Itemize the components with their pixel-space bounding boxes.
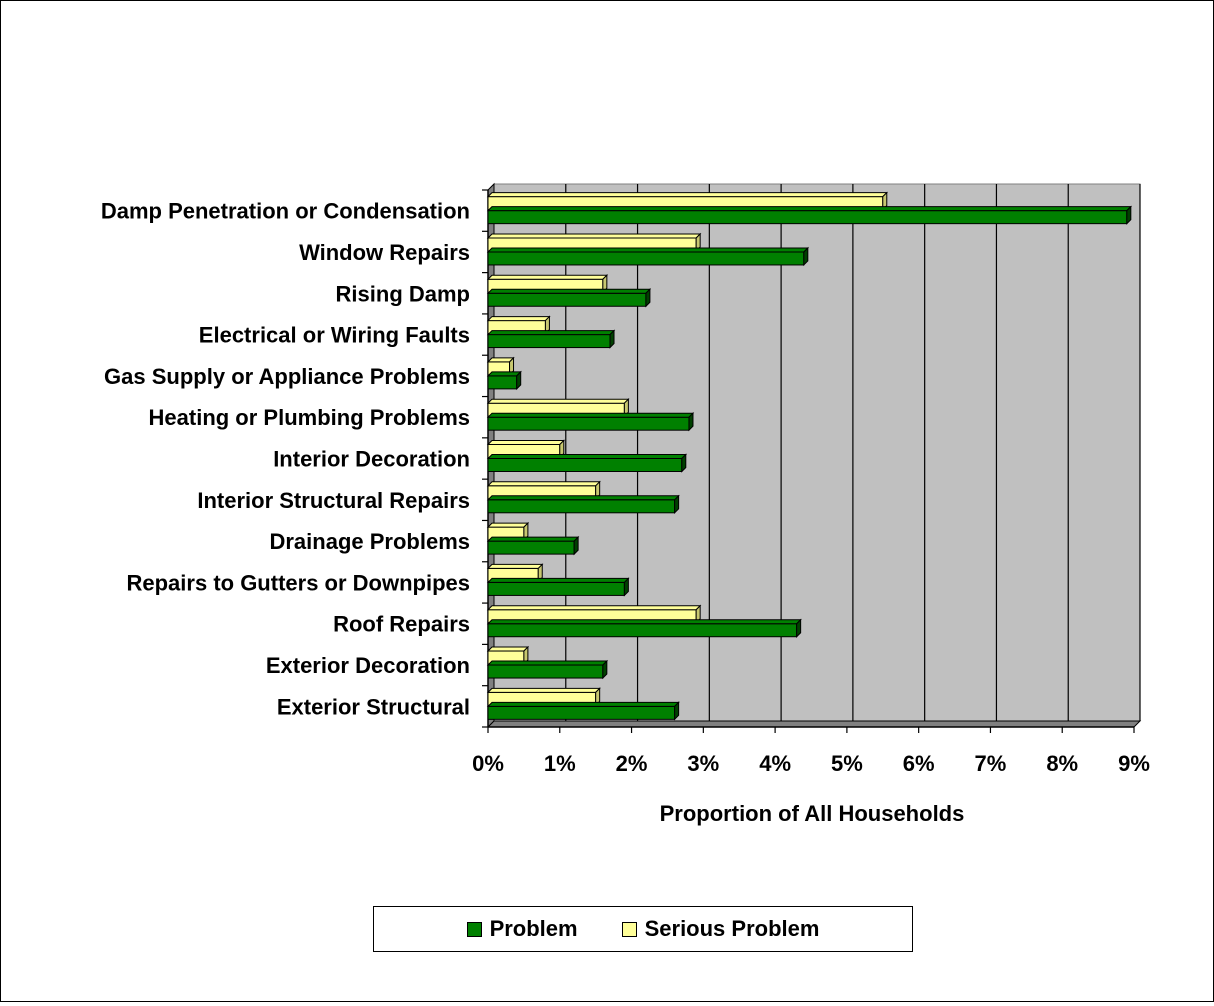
x-tick-label: 4% xyxy=(759,751,791,776)
category-label: Exterior Decoration xyxy=(266,653,470,678)
x-tick-label: 0% xyxy=(472,751,504,776)
bar-problem xyxy=(486,329,616,349)
x-tick-label: 9% xyxy=(1118,751,1150,776)
bar-problem xyxy=(486,288,652,308)
bar-problem xyxy=(486,453,688,473)
x-tick-label: 7% xyxy=(975,751,1007,776)
legend-item-problem: Problem xyxy=(466,916,578,942)
category-label: Interior Decoration xyxy=(273,447,470,472)
category-label: Window Repairs xyxy=(299,240,470,265)
x-axis-title: Proportion of All Households xyxy=(660,801,965,826)
bar-problem xyxy=(486,659,609,680)
x-tick-label: 6% xyxy=(903,751,935,776)
legend-item-serious-problem: Serious Problem xyxy=(621,916,820,942)
bar-problem xyxy=(486,411,695,432)
category-label: Repairs to Gutters or Downpipes xyxy=(127,570,471,595)
plot-floor xyxy=(486,720,1142,728)
category-label: Interior Structural Repairs xyxy=(197,488,470,513)
category-label: Rising Damp xyxy=(336,281,470,306)
bar-problem xyxy=(486,535,580,556)
category-label: Damp Penetration or Condensation xyxy=(101,199,470,224)
legend-swatch-serious-problem xyxy=(621,921,637,937)
x-tick-label: 8% xyxy=(1046,751,1078,776)
bar-problem xyxy=(486,205,1133,225)
category-label: Electrical or Wiring Faults xyxy=(199,323,470,348)
bar-problem xyxy=(486,577,630,597)
bar-problem xyxy=(486,618,802,638)
category-label: Drainage Problems xyxy=(269,529,470,554)
legend-label-problem: Problem xyxy=(489,916,578,941)
x-tick-label: 2% xyxy=(616,751,648,776)
bar-problem xyxy=(486,494,680,515)
chart-legend: Problem Serious Problem xyxy=(373,906,913,952)
bar-problem xyxy=(486,701,680,721)
category-label: Gas Supply or Appliance Problems xyxy=(104,364,470,389)
x-tick-label: 3% xyxy=(687,751,719,776)
bar-problem xyxy=(486,370,522,391)
x-tick-label: 5% xyxy=(831,751,863,776)
category-label: Exterior Structural xyxy=(277,694,470,719)
x-tick-label: 1% xyxy=(544,751,576,776)
legend-label-serious-problem: Serious Problem xyxy=(644,916,820,941)
category-label: Heating or Plumbing Problems xyxy=(149,405,470,430)
bar-problem xyxy=(486,246,810,267)
category-label: Roof Repairs xyxy=(333,612,470,637)
legend-swatch-problem xyxy=(466,921,482,937)
